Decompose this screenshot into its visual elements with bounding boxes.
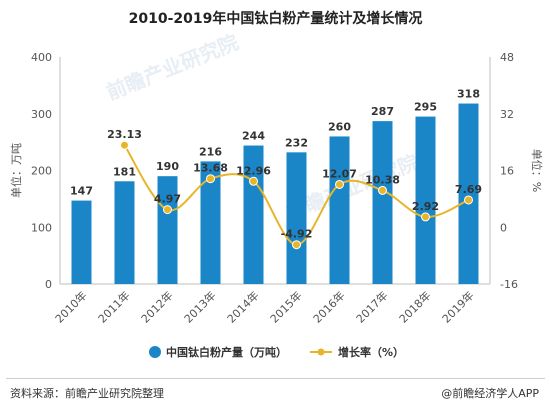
chart-title: 2010-2019年中国钛白粉产量统计及增长情况 [128, 11, 423, 27]
bar-data-label: 318 [457, 88, 480, 101]
y-tick-label-right: -16 [500, 278, 518, 291]
x-tick-label: 2016年 [310, 288, 347, 325]
line-data-label: 2.92 [412, 200, 439, 213]
bar [200, 161, 221, 284]
bar [458, 103, 479, 284]
y-tick-label-left: 0 [45, 278, 52, 291]
credit-note: @前瞻经济学人APP [441, 387, 539, 400]
line-data-label: 23.13 [107, 128, 142, 141]
watermark: 前瞻产业研究院 [103, 30, 242, 105]
y-tick-label-left: 200 [31, 165, 52, 178]
bar-data-label: 190 [156, 160, 179, 173]
x-tick-label: 2019年 [439, 288, 476, 325]
legend-swatch-line-marker [317, 348, 325, 356]
y-tick-label-left: 100 [31, 221, 52, 234]
y-tick-label-left: 400 [31, 51, 52, 64]
line-data-label: 12.96 [236, 164, 271, 177]
growth-rate-point [421, 212, 430, 222]
bar-data-label: 244 [242, 130, 265, 143]
line-data-label: 4.97 [154, 193, 181, 206]
y-tick-label-left: 300 [31, 108, 52, 121]
line-data-label: 10.38 [365, 173, 400, 186]
x-tick-label: 2011年 [95, 288, 132, 325]
growth-rate-point [292, 240, 301, 250]
bar [286, 152, 307, 284]
y-axis-title-right: 单位：% [530, 149, 544, 192]
growth-rate-point [335, 179, 344, 189]
legend-label-line: 增长率（%） [338, 345, 404, 359]
x-tick-label: 2015年 [267, 288, 304, 325]
source-note: 资料来源：前瞻产业研究院整理 [10, 387, 164, 400]
growth-rate-point [120, 140, 129, 150]
bar-data-label: 295 [414, 101, 437, 114]
bar [329, 136, 350, 284]
line-data-label: 7.69 [455, 183, 482, 196]
bar-data-label: 260 [328, 120, 351, 133]
growth-rate-point [378, 185, 387, 195]
growth-rate-point [163, 205, 172, 215]
legend-label-bar: 中国钛白粉产量（万吨） [166, 345, 287, 359]
line-data-label: 13.68 [193, 162, 228, 175]
bar [415, 116, 436, 285]
y-tick-label-right: 16 [500, 165, 514, 178]
bar-data-label: 216 [199, 145, 222, 158]
growth-rate-point [206, 174, 215, 184]
footer-divider [6, 378, 545, 379]
bar [114, 181, 135, 284]
bar-data-label: 287 [371, 105, 394, 118]
bar-data-label: 147 [70, 185, 93, 198]
bar [243, 145, 264, 284]
x-tick-label: 2018年 [396, 288, 433, 325]
bar [372, 121, 393, 284]
y-tick-label-right: 32 [500, 108, 514, 121]
chart-canvas: 前瞻产业研究院前瞻产业研究院0100200300400-160163248单位：… [9, 30, 544, 359]
x-tick-label: 2017年 [353, 288, 390, 325]
bar [157, 176, 178, 284]
growth-rate-point [249, 176, 258, 186]
x-tick-label: 2013年 [181, 288, 218, 325]
x-tick-label: 2012年 [138, 288, 175, 325]
legend-swatch-bar [149, 346, 161, 358]
bar-data-label: 232 [285, 136, 308, 149]
y-tick-label-right: 0 [500, 221, 507, 234]
y-axis-title-left: 单位：万吨 [9, 143, 23, 198]
bar-data-label: 181 [113, 165, 136, 178]
line-data-label: 12.07 [322, 167, 357, 180]
growth-rate-point [464, 195, 473, 205]
bar [71, 200, 92, 284]
x-tick-label: 2014年 [224, 288, 261, 325]
y-tick-label-right: 48 [500, 51, 514, 64]
line-data-label: -4.92 [281, 228, 313, 241]
x-tick-label: 2010年 [52, 288, 89, 325]
